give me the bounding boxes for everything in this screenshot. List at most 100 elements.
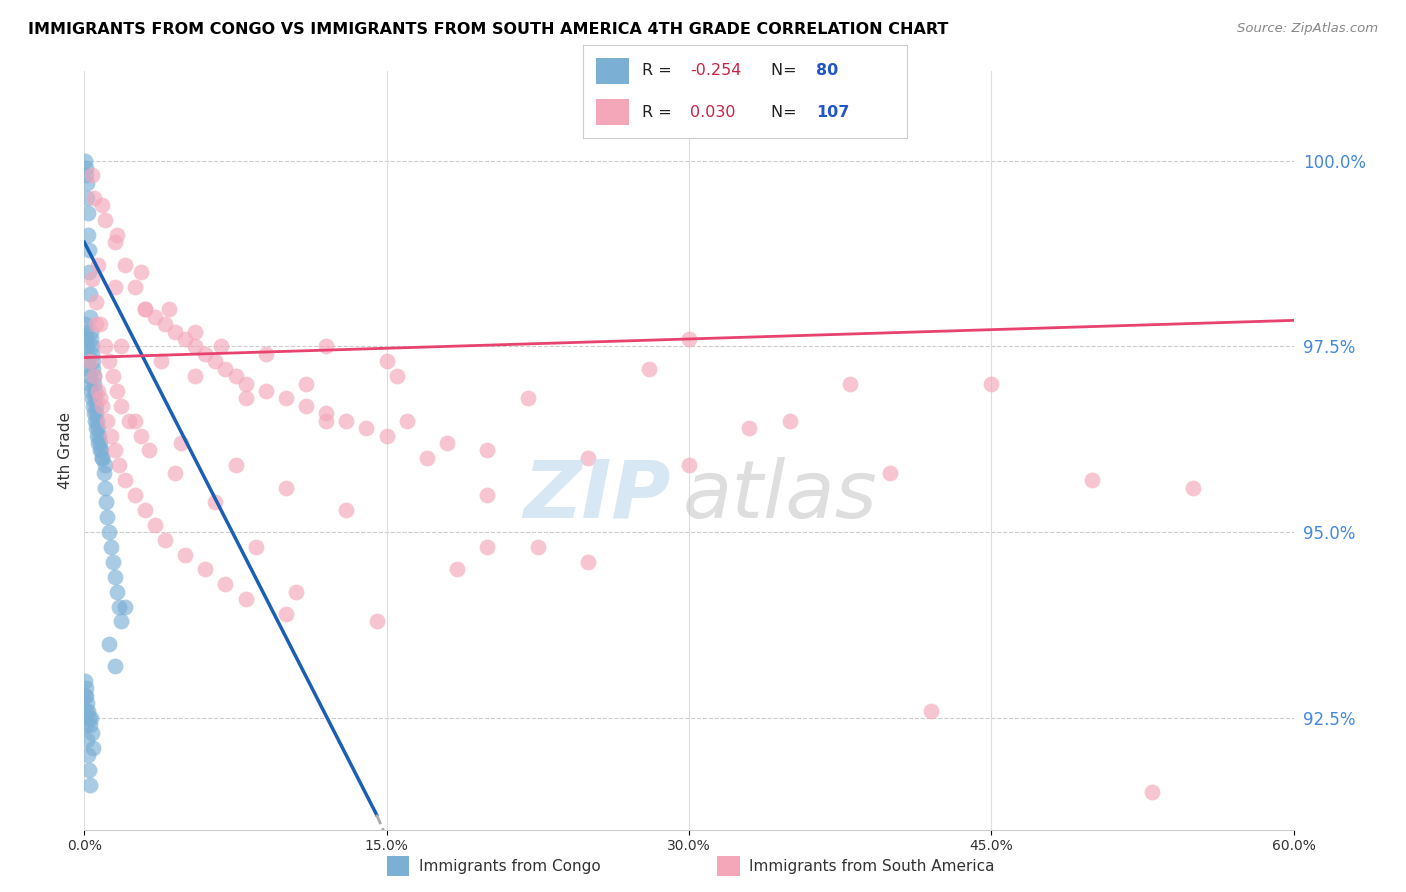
Point <box>97 637 120 651</box>
Point <box>89 443 111 458</box>
Text: R =: R = <box>641 63 676 78</box>
Point <box>87 384 110 398</box>
Point <box>134 503 156 517</box>
Point <box>83 376 105 391</box>
Point <box>77 354 100 368</box>
Point <box>82 740 104 755</box>
Point <box>101 369 124 384</box>
Point <box>436 436 458 450</box>
Point <box>75 161 97 175</box>
Point <box>89 428 111 442</box>
Point <box>80 711 103 725</box>
Point <box>184 325 207 339</box>
Point <box>129 428 152 442</box>
Point <box>86 406 108 420</box>
Text: ZIP: ZIP <box>523 457 671 535</box>
Point <box>83 369 105 384</box>
Point <box>124 488 146 502</box>
Point <box>91 450 114 465</box>
Point <box>356 421 378 435</box>
Point <box>315 406 337 420</box>
Point <box>86 421 108 435</box>
Point <box>80 325 103 339</box>
Point <box>91 450 114 465</box>
Point <box>235 392 257 406</box>
Text: N=: N= <box>770 104 801 120</box>
Point <box>75 332 97 346</box>
Point <box>477 488 499 502</box>
Point <box>82 354 104 368</box>
Point <box>90 443 112 458</box>
Text: -0.254: -0.254 <box>690 63 741 78</box>
Point <box>75 689 97 703</box>
Point <box>114 473 136 487</box>
Point <box>84 399 107 413</box>
Point <box>84 392 107 406</box>
Point <box>86 294 108 309</box>
Point <box>134 302 156 317</box>
Point <box>134 302 156 317</box>
Bar <box>596 99 628 125</box>
Point <box>295 376 318 391</box>
Point <box>86 414 108 428</box>
Point <box>576 450 599 465</box>
Text: IMMIGRANTS FROM CONGO VS IMMIGRANTS FROM SOUTH AMERICA 4TH GRADE CORRELATION CHA: IMMIGRANTS FROM CONGO VS IMMIGRANTS FROM… <box>28 22 949 37</box>
Point <box>143 310 166 324</box>
Point <box>89 392 111 406</box>
Point <box>82 169 104 183</box>
Point <box>235 376 257 391</box>
Point <box>274 607 297 621</box>
Point <box>84 414 107 428</box>
Point <box>315 339 337 353</box>
Point <box>678 458 700 473</box>
Bar <box>596 58 628 84</box>
Point <box>100 540 122 554</box>
Point <box>91 198 114 212</box>
Point <box>254 347 277 361</box>
Point <box>97 525 120 540</box>
Point <box>80 384 103 398</box>
Point <box>204 354 226 368</box>
Point <box>366 615 388 629</box>
Point <box>77 205 100 219</box>
Point <box>105 384 128 398</box>
Point <box>214 577 236 591</box>
Point <box>194 562 217 576</box>
Point <box>83 369 105 384</box>
Point <box>79 763 101 777</box>
Point <box>75 681 97 696</box>
Point <box>174 548 197 562</box>
Point <box>170 436 193 450</box>
Point <box>165 325 187 339</box>
Text: 0.030: 0.030 <box>690 104 735 120</box>
Point <box>285 584 308 599</box>
Point <box>79 310 101 324</box>
Point <box>75 317 97 331</box>
Point <box>93 481 115 495</box>
Point <box>1142 785 1164 799</box>
Point <box>77 243 100 257</box>
Point <box>82 399 104 413</box>
Point <box>101 555 124 569</box>
Point <box>75 169 97 183</box>
Point <box>75 325 97 339</box>
Point <box>274 392 297 406</box>
Text: 80: 80 <box>817 63 838 78</box>
Point <box>80 339 103 353</box>
Point <box>75 673 97 688</box>
Point <box>110 399 132 413</box>
Point <box>375 354 398 368</box>
Point <box>637 361 659 376</box>
Point <box>87 258 110 272</box>
Y-axis label: 4th Grade: 4th Grade <box>58 412 73 489</box>
Point <box>375 428 398 442</box>
Point <box>315 414 337 428</box>
Point <box>93 458 115 473</box>
Point <box>1181 481 1204 495</box>
Point <box>274 481 297 495</box>
Point <box>153 317 176 331</box>
Point <box>295 399 318 413</box>
Point <box>105 227 128 242</box>
Point <box>779 414 801 428</box>
Point <box>75 704 97 718</box>
